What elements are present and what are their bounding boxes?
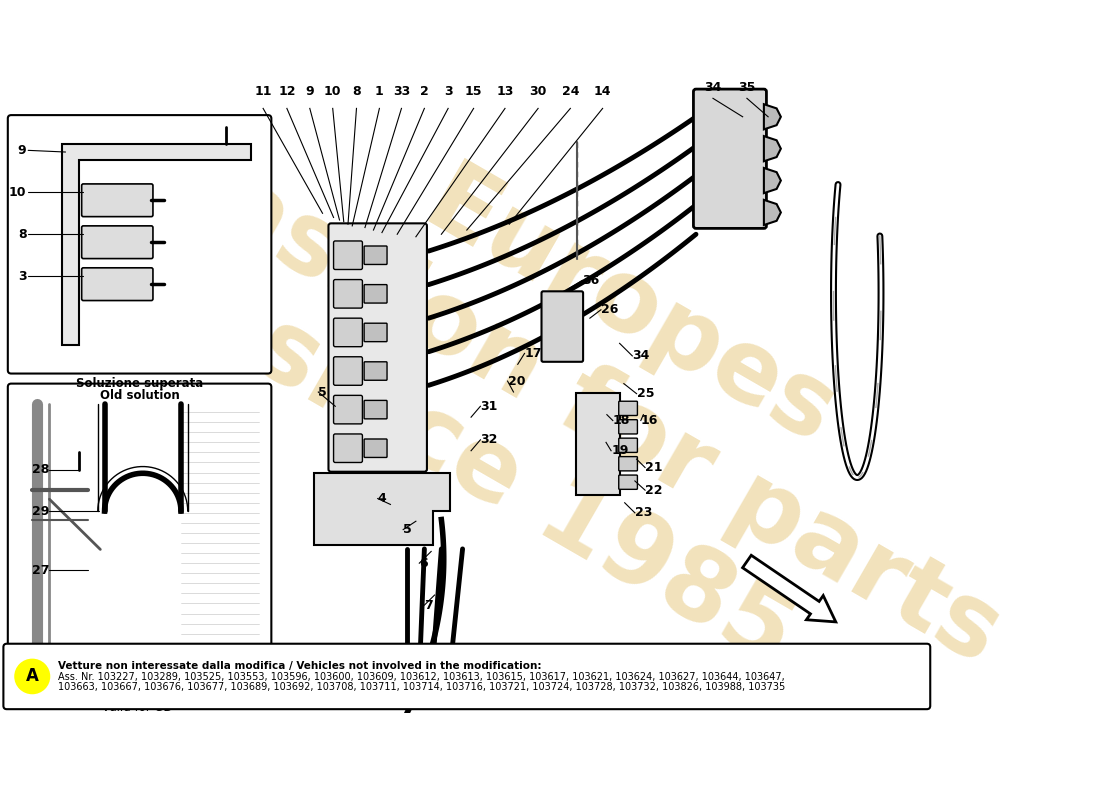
Text: 29: 29	[32, 505, 50, 518]
FancyBboxPatch shape	[333, 318, 362, 346]
Text: 24: 24	[562, 86, 579, 98]
FancyBboxPatch shape	[364, 400, 387, 419]
Text: 1: 1	[375, 86, 384, 98]
Text: 8: 8	[352, 86, 361, 98]
Text: 3: 3	[443, 86, 452, 98]
Text: 26: 26	[601, 303, 618, 316]
Text: 12: 12	[278, 86, 296, 98]
Text: 9: 9	[18, 144, 26, 157]
Text: 10: 10	[9, 186, 26, 199]
Polygon shape	[763, 200, 781, 225]
Circle shape	[15, 660, 50, 694]
Polygon shape	[314, 474, 450, 545]
FancyBboxPatch shape	[333, 434, 362, 462]
Text: 2: 2	[420, 86, 429, 98]
Text: 20: 20	[507, 374, 525, 387]
FancyBboxPatch shape	[364, 246, 387, 265]
FancyBboxPatch shape	[329, 223, 427, 472]
Text: 14: 14	[594, 86, 612, 98]
Text: 16: 16	[641, 414, 658, 427]
Text: 17: 17	[525, 347, 542, 360]
FancyBboxPatch shape	[618, 402, 637, 415]
Text: 23: 23	[635, 506, 652, 519]
Text: Ass. Nr. 103227, 103289, 103525, 103553, 103596, 103600, 103609, 103612, 103613,: Ass. Nr. 103227, 103289, 103525, 103553,…	[57, 672, 784, 682]
Text: A: A	[25, 667, 39, 686]
Text: 36: 36	[582, 274, 600, 287]
Text: 15: 15	[465, 86, 483, 98]
Text: - Vale per GD -: - Vale per GD -	[97, 689, 183, 702]
Text: 4: 4	[377, 492, 386, 505]
Text: 31: 31	[481, 400, 498, 413]
FancyBboxPatch shape	[576, 393, 620, 495]
FancyBboxPatch shape	[364, 362, 387, 380]
Text: Vetture non interessate dalla modifica / Vehicles not involved in the modificati: Vetture non interessate dalla modifica /…	[57, 661, 541, 670]
Text: 28: 28	[32, 463, 50, 476]
Text: Europes
passion for parts
since 1985: Europes passion for parts since 1985	[86, 30, 1069, 774]
Text: 21: 21	[645, 461, 662, 474]
FancyBboxPatch shape	[364, 439, 387, 458]
Text: Soluzione superata: Soluzione superata	[76, 377, 204, 390]
Text: 5: 5	[404, 523, 411, 536]
Text: 30: 30	[529, 86, 547, 98]
Text: 5: 5	[318, 386, 327, 398]
Text: 22: 22	[645, 484, 662, 497]
Text: 11: 11	[254, 86, 272, 98]
FancyBboxPatch shape	[364, 285, 387, 303]
Text: 18: 18	[613, 414, 630, 427]
Text: 25: 25	[637, 387, 654, 400]
Text: 103663, 103667, 103676, 103677, 103689, 103692, 103708, 103711, 103714, 103716, : 103663, 103667, 103676, 103677, 103689, …	[57, 682, 785, 692]
FancyBboxPatch shape	[618, 457, 637, 471]
FancyBboxPatch shape	[333, 395, 362, 424]
FancyBboxPatch shape	[3, 644, 931, 709]
Polygon shape	[763, 104, 781, 130]
FancyBboxPatch shape	[81, 268, 153, 301]
Polygon shape	[763, 168, 781, 193]
FancyBboxPatch shape	[364, 323, 387, 342]
Text: 8: 8	[18, 228, 26, 241]
Text: -Valid for GD -: -Valid for GD -	[99, 701, 180, 714]
Text: 35: 35	[738, 81, 756, 94]
Text: 19: 19	[612, 444, 628, 458]
FancyBboxPatch shape	[618, 420, 637, 434]
Text: 3: 3	[18, 270, 26, 282]
Text: 27: 27	[32, 563, 50, 577]
FancyBboxPatch shape	[333, 241, 362, 270]
FancyBboxPatch shape	[541, 291, 583, 362]
Text: 34: 34	[704, 81, 722, 94]
FancyBboxPatch shape	[333, 279, 362, 308]
Text: 32: 32	[481, 434, 498, 446]
FancyArrow shape	[742, 555, 836, 622]
FancyBboxPatch shape	[81, 226, 153, 258]
Text: 10: 10	[324, 86, 341, 98]
FancyBboxPatch shape	[8, 115, 272, 374]
Polygon shape	[763, 136, 781, 162]
FancyBboxPatch shape	[81, 184, 153, 217]
FancyBboxPatch shape	[693, 89, 767, 228]
Text: 6: 6	[419, 557, 428, 570]
Text: 34: 34	[632, 350, 650, 362]
FancyBboxPatch shape	[8, 384, 272, 686]
FancyBboxPatch shape	[618, 475, 637, 490]
FancyBboxPatch shape	[333, 357, 362, 386]
FancyBboxPatch shape	[618, 438, 637, 453]
Text: Old solution: Old solution	[100, 389, 179, 402]
Text: 9: 9	[306, 86, 315, 98]
Text: 33: 33	[393, 86, 410, 98]
Polygon shape	[62, 144, 251, 345]
Text: 13: 13	[496, 86, 514, 98]
Text: 7: 7	[425, 598, 433, 612]
